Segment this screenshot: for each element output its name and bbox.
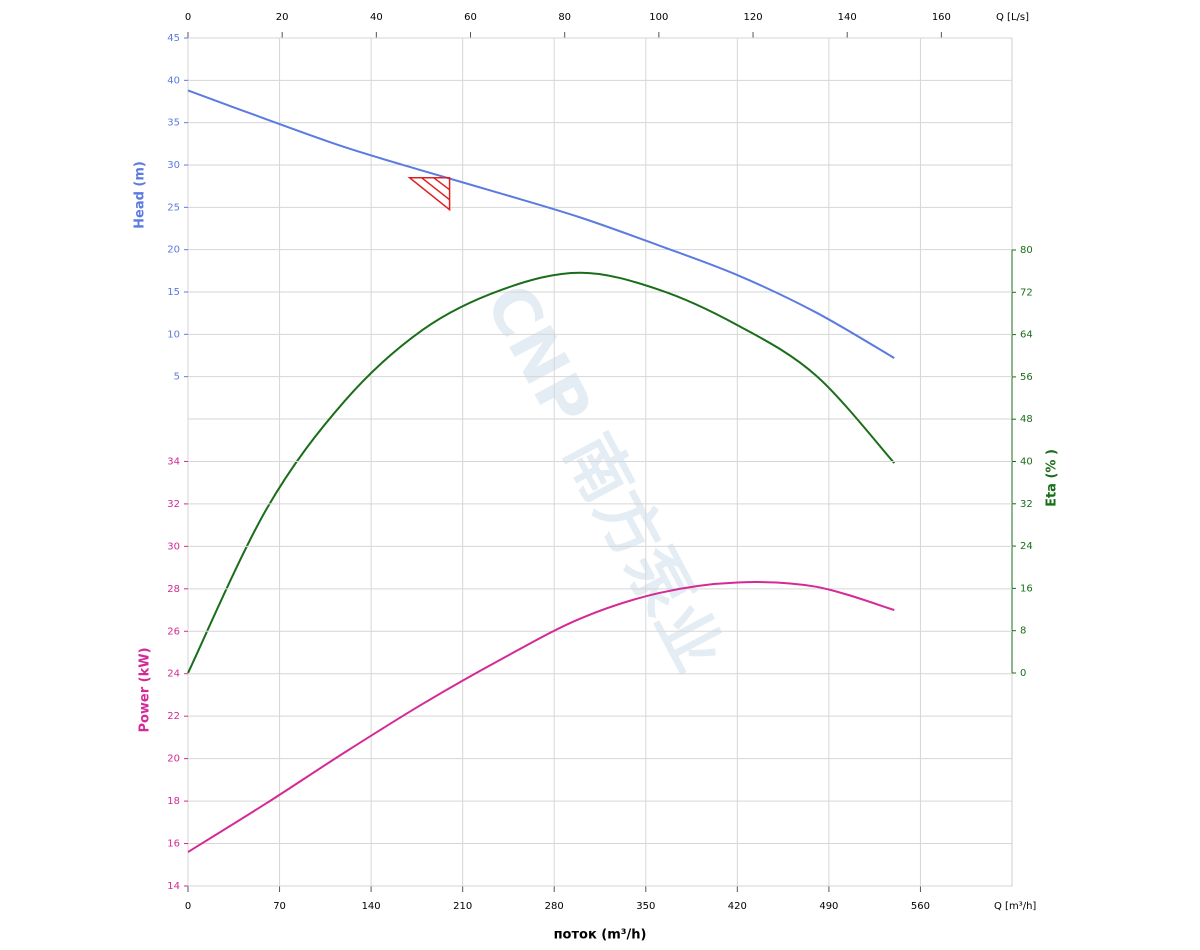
y-tick-label: 8 [1020,626,1026,637]
y-tick-label: 72 [1020,287,1033,298]
y-tick-label: 25 [167,202,180,213]
y-tick-label: 14 [167,881,180,892]
x-unit-label: Q [m³/h] [994,901,1036,912]
curve [187,89,895,359]
x-tick-label: 280 [545,901,564,912]
duty-point-shape [421,177,451,201]
x-tick-label: 560 [911,901,930,912]
duty-point-shape [433,177,451,191]
x-tick-label: 420 [728,901,747,912]
y-tick-label: 32 [167,499,180,510]
y-tick-label: 32 [1020,499,1033,510]
y-tick-label: 20 [167,754,180,765]
y-tick-label: 24 [167,669,180,680]
x2-tick-label: 140 [838,12,857,23]
curve [187,271,896,674]
y-tick-label: 0 [1020,668,1026,679]
y-axis-title: Head (m) [133,161,148,229]
x-tick-label: 490 [819,901,838,912]
y-tick-label: 56 [1020,372,1033,383]
y-tick-label: 40 [1020,457,1033,468]
y-tick-label: 35 [167,118,180,129]
x-tick-label: 140 [362,901,381,912]
duty-point [407,176,451,212]
y-tick-label: 28 [167,584,180,595]
x-axis-title: поток (m³/h) [554,928,647,943]
x2-tick-label: 20 [276,12,289,23]
x2-tick-label: 40 [370,12,383,23]
y-axis-title: Eta (% ) [1045,449,1060,507]
y-tick-label: 80 [1020,245,1033,256]
x2-tick-label: 100 [649,12,668,23]
x2-tick-label: 120 [743,12,762,23]
y-tick-label: 40 [167,75,180,86]
y-tick-label: 16 [167,839,180,850]
y-tick-label: 20 [167,245,180,256]
duty-point-shape [407,176,451,212]
x2-tick-label: 0 [185,12,191,23]
y-tick-label: 30 [167,541,180,552]
y-tick-label: 34 [167,456,180,467]
y-tick-label: 15 [167,287,180,298]
x2-tick-label: 60 [464,12,477,23]
y-tick-label: 48 [1020,414,1033,425]
y-tick-label: 30 [167,160,180,171]
y-tick-label: 16 [1020,583,1033,594]
x2-tick-label: 160 [932,12,951,23]
curve [187,581,895,853]
x-tick-label: 0 [185,901,191,912]
y-tick-label: 5 [174,372,180,383]
y-tick-label: 64 [1020,330,1033,341]
x2-unit-label: Q [L/s] [996,12,1029,23]
y-tick-label: 26 [167,626,180,637]
y-tick-label: 22 [167,711,180,722]
x-tick-label: 350 [636,901,655,912]
x-tick-label: 210 [453,901,472,912]
y-tick-label: 10 [167,329,180,340]
x-tick-label: 70 [273,901,286,912]
y-axis-title: Power (kW) [138,647,153,732]
y-tick-label: 45 [167,33,180,44]
y-tick-label: 18 [167,796,180,807]
y-tick-label: 24 [1020,541,1033,552]
x2-tick-label: 80 [558,12,571,23]
